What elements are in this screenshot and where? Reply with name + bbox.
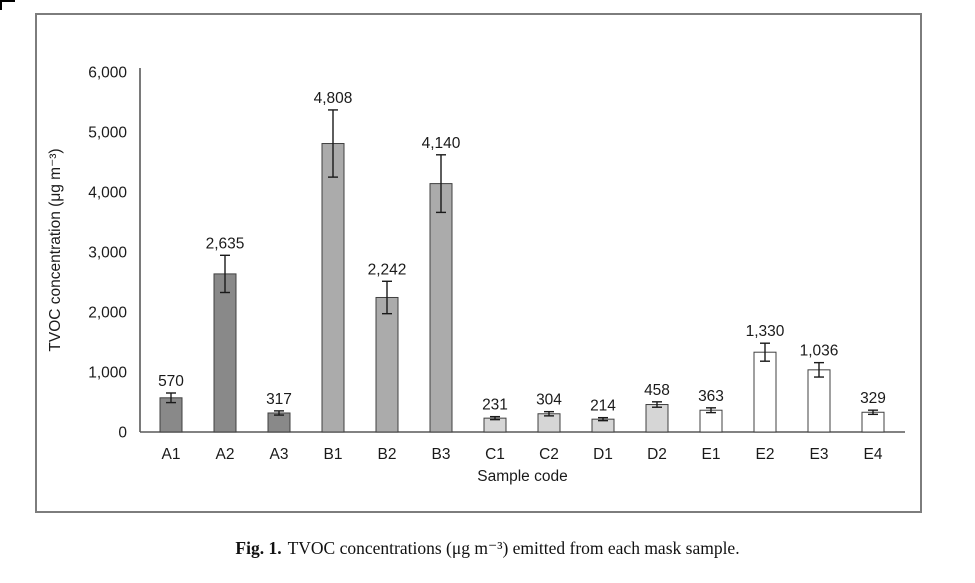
y-tick-label-6,000: 6,000 bbox=[88, 65, 127, 82]
figure-caption-label: Fig. 1. bbox=[235, 538, 282, 558]
bar-E2 bbox=[753, 351, 777, 433]
x-tick-label-A3: A3 bbox=[270, 446, 289, 463]
bar-A3 bbox=[267, 412, 291, 433]
y-tick-label-1,000: 1,000 bbox=[88, 365, 127, 382]
x-tick-label-A2: A2 bbox=[216, 446, 235, 463]
value-label-C1: 231 bbox=[482, 397, 508, 414]
value-label-A3: 317 bbox=[266, 391, 292, 408]
y-axis-title: TVOC concentration (μg m⁻³) bbox=[47, 148, 64, 351]
value-label-E3: 1,036 bbox=[800, 343, 839, 360]
value-label-A1: 570 bbox=[158, 373, 184, 390]
x-tick-label-C2: C2 bbox=[539, 446, 559, 463]
value-label-C2: 304 bbox=[536, 392, 562, 409]
bar-B3 bbox=[429, 183, 453, 433]
value-label-E1: 363 bbox=[698, 388, 724, 405]
bar-E4 bbox=[861, 411, 885, 433]
value-label-B1: 4,808 bbox=[314, 90, 353, 107]
value-label-D1: 214 bbox=[590, 398, 616, 415]
x-tick-label-E2: E2 bbox=[756, 446, 775, 463]
bar-E1 bbox=[699, 409, 723, 433]
bar-B2 bbox=[375, 296, 399, 433]
x-tick-label-A1: A1 bbox=[162, 446, 181, 463]
bar-B1 bbox=[321, 143, 345, 433]
x-tick-label-B2: B2 bbox=[378, 446, 397, 463]
x-tick-label-B1: B1 bbox=[324, 446, 343, 463]
x-tick-label-E3: E3 bbox=[810, 446, 829, 463]
figure-caption-text: TVOC concentrations (μg m⁻³) emitted fro… bbox=[287, 538, 740, 558]
y-tick-label-2,000: 2,000 bbox=[88, 305, 127, 322]
x-tick-label-E1: E1 bbox=[702, 446, 721, 463]
value-label-A2: 2,635 bbox=[206, 235, 245, 252]
bar-D2 bbox=[645, 404, 669, 433]
bar-A2 bbox=[213, 273, 237, 433]
value-label-E2: 1,330 bbox=[746, 323, 785, 340]
x-tick-label-D2: D2 bbox=[647, 446, 667, 463]
y-tick-label-4,000: 4,000 bbox=[88, 185, 127, 202]
figure-caption: Fig. 1. TVOC concentrations (μg m⁻³) emit… bbox=[0, 538, 975, 559]
x-tick-label-D1: D1 bbox=[593, 446, 613, 463]
y-tick-label-5,000: 5,000 bbox=[88, 125, 127, 142]
page-corner-crop-mark bbox=[0, 0, 15, 10]
y-tick-label-0: 0 bbox=[118, 425, 127, 442]
y-tick-label-3,000: 3,000 bbox=[88, 245, 127, 262]
value-label-E4: 329 bbox=[860, 390, 886, 407]
x-tick-label-E4: E4 bbox=[864, 446, 883, 463]
value-label-D2: 458 bbox=[644, 382, 670, 399]
x-axis-title: Sample code bbox=[477, 468, 567, 485]
x-tick-label-B3: B3 bbox=[432, 446, 451, 463]
value-label-B3: 4,140 bbox=[422, 135, 461, 152]
x-tick-label-C1: C1 bbox=[485, 446, 505, 463]
bar-E3 bbox=[807, 369, 831, 433]
value-label-B2: 2,242 bbox=[368, 261, 407, 278]
